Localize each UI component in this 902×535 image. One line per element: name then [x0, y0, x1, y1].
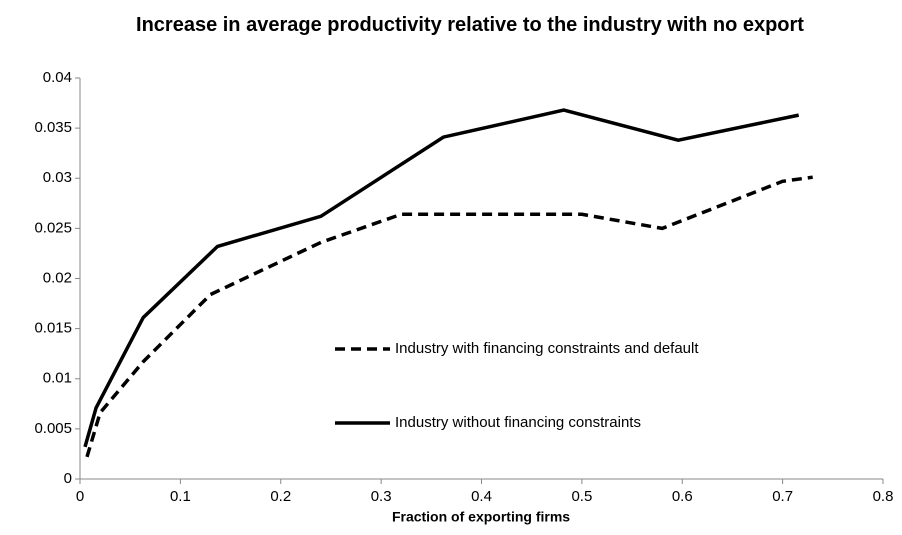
series-line — [85, 175, 813, 458]
series-line — [83, 108, 800, 448]
chart-title: Increase in average productivity relativ… — [136, 14, 804, 36]
x-tick-label: 0.8 — [873, 488, 894, 505]
x-tick-label: 0.4 — [471, 488, 492, 505]
legend-label: Industry with financing constraints and … — [395, 340, 699, 357]
y-tick-label: 0.035 — [34, 119, 72, 136]
legend-label: Industry without financing constraints — [395, 414, 641, 431]
y-tick-label: 0.015 — [34, 320, 72, 337]
x-tick-label: 0 — [76, 488, 84, 505]
x-tick-label: 0.1 — [170, 488, 191, 505]
y-tick-label: 0.025 — [34, 219, 72, 236]
x-tick-label: 0.6 — [672, 488, 693, 505]
x-axis-label: Fraction of exporting firms — [392, 509, 570, 525]
y-tick-label: 0.01 — [43, 370, 72, 387]
y-tick-label: 0 — [64, 470, 72, 487]
x-tick-label: 0.7 — [772, 488, 793, 505]
y-tick-label: 0.005 — [34, 420, 72, 437]
x-tick-label: 0.3 — [371, 488, 392, 505]
y-tick-label: 0.02 — [43, 269, 72, 286]
y-tick-label: 0.03 — [43, 169, 72, 186]
x-tick-label: 0.5 — [571, 488, 592, 505]
x-tick-label: 0.2 — [270, 488, 291, 505]
y-tick-label: 0.04 — [43, 69, 72, 86]
